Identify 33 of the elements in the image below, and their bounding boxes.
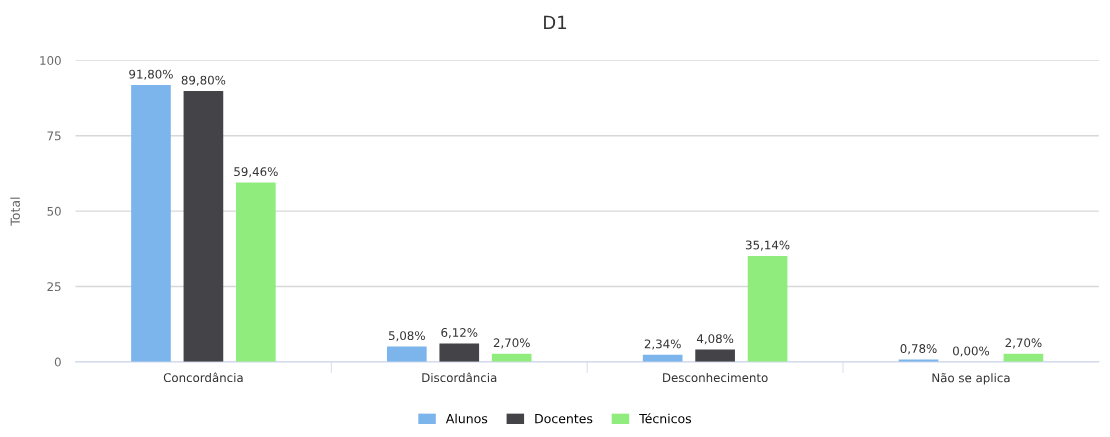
- legend-label: Alunos: [445, 413, 488, 424]
- x-tick-label: Discordância: [422, 372, 497, 383]
- data-label: 2,70%: [1005, 338, 1042, 349]
- bar: [131, 85, 171, 362]
- y-tick-label: 0: [54, 357, 61, 367]
- data-label: 4,08%: [696, 334, 734, 345]
- bar: [386, 346, 427, 362]
- data-label: 91,80%: [129, 69, 173, 80]
- data-label: 59,46%: [234, 167, 278, 178]
- data-label: 2,34%: [644, 339, 681, 350]
- legend-label: Docentes: [535, 414, 593, 424]
- x-tick-label: Não se aplica: [932, 372, 1010, 385]
- y-axis-title: Total: [10, 197, 20, 226]
- y-tick-label: 50: [47, 206, 61, 216]
- data-label: 89,80%: [181, 75, 226, 86]
- x-tick-label: Concordância: [163, 372, 243, 383]
- data-label: 2,70%: [493, 338, 530, 349]
- legend-label: Técnicos: [639, 413, 692, 424]
- bar: [236, 182, 276, 362]
- y-tick-label: 75: [47, 131, 61, 141]
- x-tick-label: Desconhecimento: [663, 372, 768, 383]
- bar: [183, 91, 224, 362]
- bar: [747, 255, 788, 362]
- y-tick-label: 100: [40, 56, 61, 65]
- y-tick-label: 25: [47, 282, 61, 292]
- data-label: 35,14%: [745, 240, 790, 251]
- data-label: 0,00%: [953, 346, 990, 357]
- data-label: 6,12%: [441, 328, 478, 339]
- bar: [439, 343, 480, 362]
- data-label: 5,08%: [388, 331, 425, 342]
- data-label: 0,78%: [900, 344, 937, 355]
- bar: [695, 349, 735, 362]
- chart-title: D1: [544, 15, 567, 30]
